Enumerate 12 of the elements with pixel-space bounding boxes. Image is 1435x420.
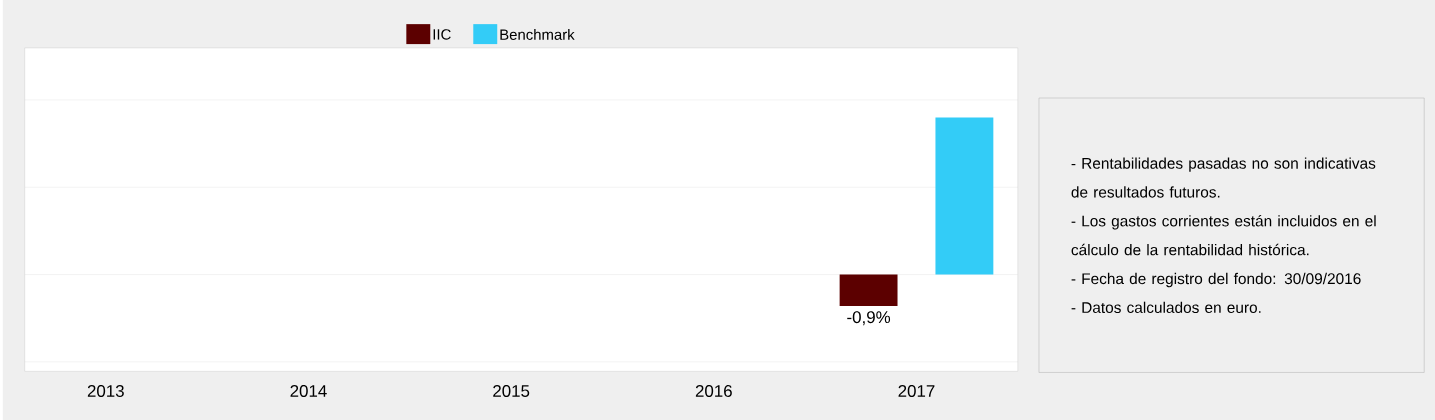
text: - Datos calculados en euro. — [1071, 301, 1261, 313]
x-tick-label: 2016 — [695, 384, 732, 397]
text: - Rentabilidades pasadas no son indicativas de resultados futuros. — [1071, 157, 1376, 198]
legend-label: IIC — [433, 29, 451, 40]
text: - Los gastos corrientes están incluidos en el cálculo de la rentabilidad histórica. — [1071, 214, 1376, 256]
x-tick-label: 2017 — [898, 384, 935, 397]
x-tick-label: 2013 — [87, 384, 124, 397]
legend-label: Benchmark — [500, 28, 575, 40]
data-label: -0,9% — [847, 311, 891, 326]
x-tick-label: 2015 — [493, 384, 530, 397]
text: - Fecha de registro del fondo: 30/09/2016 — [1071, 272, 1361, 288]
x-tick-label: 2014 — [290, 384, 327, 397]
